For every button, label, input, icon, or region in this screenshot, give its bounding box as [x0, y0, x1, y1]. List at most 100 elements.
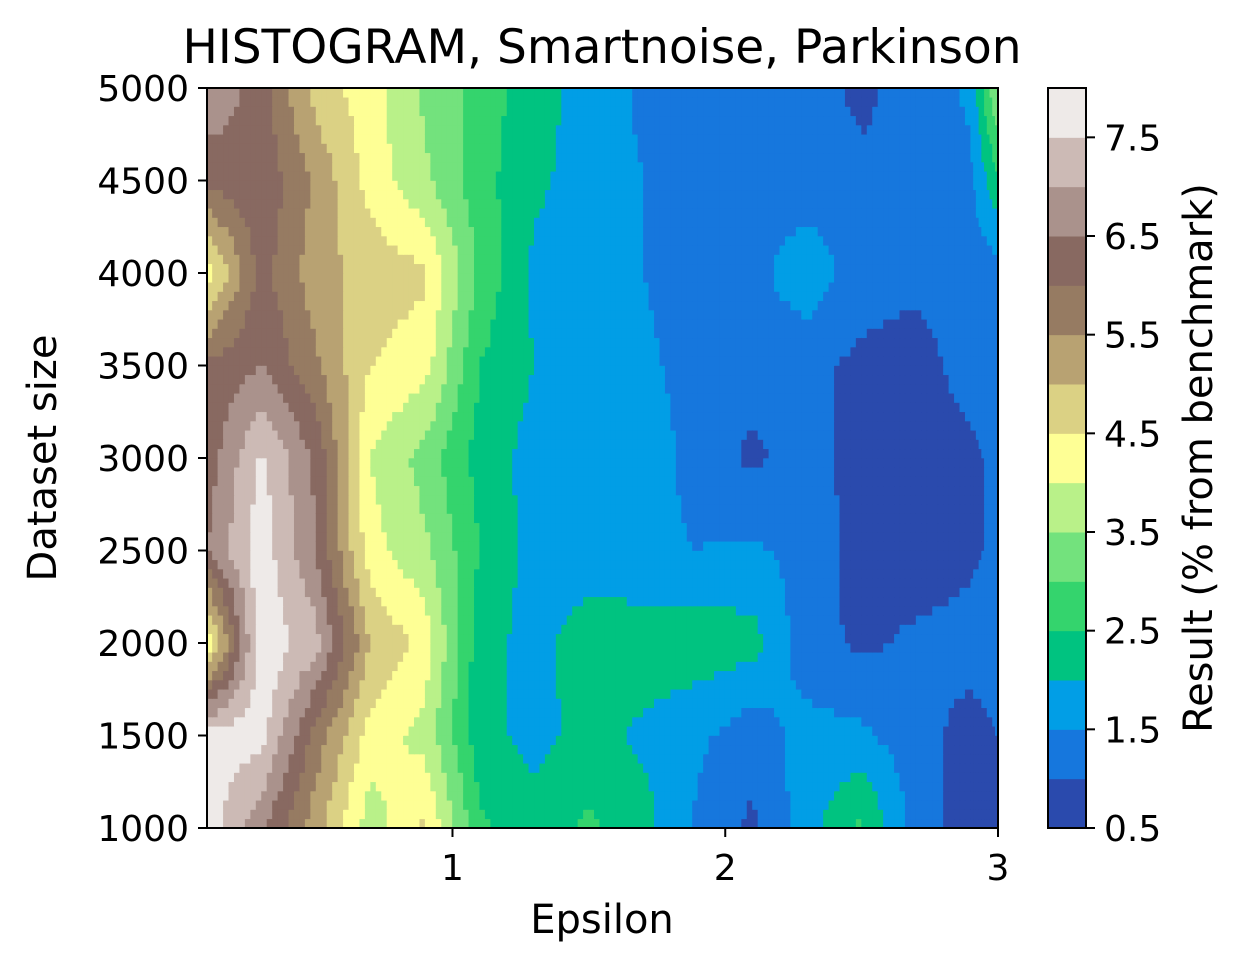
contour-cell: [403, 494, 410, 505]
contour-cell: [768, 661, 775, 672]
contour-cell: [697, 735, 704, 746]
contour-cell: [397, 494, 404, 505]
contour-cell: [212, 790, 219, 801]
contour-cell: [321, 725, 328, 736]
contour-cell: [989, 781, 993, 792]
contour-cell: [703, 651, 710, 662]
contour-cell: [397, 522, 404, 533]
contour-cell: [244, 753, 251, 764]
contour-cell: [272, 550, 279, 561]
contour-cell: [555, 772, 562, 783]
contour-cell: [708, 614, 715, 625]
contour-cell: [419, 633, 426, 644]
contour-cell: [670, 614, 677, 625]
contour-cell: [978, 577, 982, 588]
contour-cell: [973, 596, 977, 607]
contour-cell: [943, 725, 950, 736]
contour-cell: [675, 596, 682, 607]
contour-cell: [326, 762, 333, 773]
contour-cell: [326, 485, 333, 496]
contour-cell: [861, 614, 868, 625]
contour-cell: [288, 559, 295, 570]
contour-cell: [239, 550, 246, 561]
contour-cell: [255, 753, 262, 764]
contour-cell: [894, 651, 901, 662]
contour-cell: [866, 624, 873, 635]
contour-cell: [212, 818, 219, 828]
contour-cell: [577, 577, 584, 588]
contour-cell: [894, 762, 901, 773]
contour-cell: [495, 559, 502, 570]
contour-cell: [239, 466, 246, 477]
contour-cell: [490, 772, 497, 783]
contour-cell: [561, 651, 568, 662]
contour-cell: [299, 550, 306, 561]
contour-cell: [217, 531, 224, 542]
contour-cell: [904, 559, 912, 570]
contour-cell: [954, 577, 961, 588]
contour-cell: [708, 624, 715, 635]
contour-cell: [441, 587, 448, 598]
contour-cell: [397, 485, 404, 496]
contour-cell: [408, 762, 415, 773]
contour-cell: [637, 818, 644, 828]
contour-cell: [659, 753, 666, 764]
contour-cell: [670, 577, 677, 588]
contour-cell: [293, 605, 301, 616]
contour-cell: [364, 522, 371, 533]
contour-cell: [539, 679, 546, 690]
contour-cell: [528, 698, 535, 709]
contour-cell: [588, 642, 595, 653]
contour-cell: [861, 762, 868, 773]
contour-cell: [233, 679, 241, 690]
contour-cell: [223, 799, 230, 810]
contour-cell: [915, 818, 922, 828]
contour-cell: [943, 587, 950, 598]
contour-cell: [353, 476, 361, 487]
contour-cell: [490, 688, 497, 699]
contour-cell: [441, 661, 448, 672]
contour-cell: [986, 550, 991, 561]
contour-cell: [244, 688, 251, 699]
contour-cell: [419, 661, 426, 672]
contour-cell: [994, 661, 998, 672]
contour-cell: [973, 559, 977, 570]
contour-cell: [834, 799, 841, 810]
contour-cell: [992, 707, 996, 718]
contour-cell: [877, 624, 884, 635]
contour-cell: [894, 799, 901, 810]
contour-cell: [954, 559, 961, 570]
contour-cell: [583, 707, 590, 718]
contour-cell: [272, 698, 279, 709]
contour-cell: [637, 716, 644, 727]
contour-cell: [932, 707, 939, 718]
contour-cell: [343, 698, 350, 709]
contour-cell: [621, 661, 628, 672]
contour-cell: [866, 809, 873, 820]
contour-cell: [915, 772, 922, 783]
contour-cell: [959, 550, 966, 561]
contour-cell: [555, 790, 562, 801]
contour-cell: [872, 762, 879, 773]
contour-cell: [981, 679, 985, 690]
contour-cell: [943, 670, 950, 681]
contour-cell: [834, 550, 841, 561]
contour-cell: [643, 735, 650, 746]
contour-cell: [310, 781, 317, 792]
contour-cell: [337, 568, 344, 579]
contour-cell: [643, 762, 650, 773]
contour-cell: [621, 624, 628, 635]
contour-cell: [255, 707, 262, 718]
contour-cell: [490, 753, 497, 764]
contour-cell: [337, 605, 344, 616]
contour-cell: [272, 716, 279, 727]
contour-cell: [779, 633, 786, 644]
contour-cell: [397, 818, 404, 828]
contour-cell: [283, 550, 290, 561]
contour-cell: [719, 651, 726, 662]
contour-cell: [664, 781, 671, 792]
contour-cell: [932, 679, 939, 690]
contour-cell: [926, 698, 933, 709]
contour-cell: [435, 605, 442, 616]
contour-cell: [561, 568, 568, 579]
